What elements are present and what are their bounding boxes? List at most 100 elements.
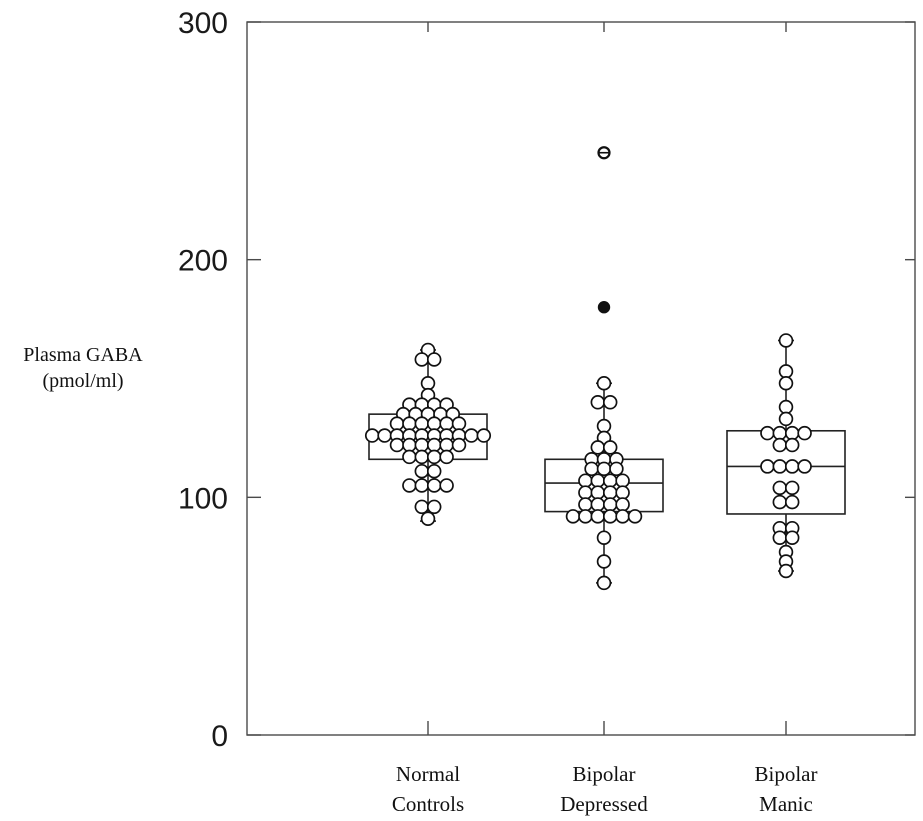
data-point bbox=[596, 418, 612, 434]
data-point bbox=[426, 449, 442, 465]
data-point bbox=[578, 473, 593, 488]
data-point bbox=[778, 399, 794, 415]
data-point bbox=[590, 473, 606, 488]
data-point bbox=[596, 530, 612, 545]
data-point bbox=[615, 497, 630, 512]
data-point bbox=[451, 437, 467, 453]
data-point bbox=[760, 425, 775, 441]
data-point bbox=[439, 478, 454, 493]
data-point bbox=[602, 497, 618, 512]
data-point bbox=[439, 449, 454, 465]
data-point bbox=[602, 509, 618, 524]
data-point bbox=[602, 473, 618, 488]
data-point bbox=[402, 449, 417, 465]
category-label: Normal bbox=[396, 762, 460, 786]
category-labels: Normal Controls Bipolar Depressed Bipolar Man… bbox=[392, 762, 818, 816]
data-point bbox=[596, 554, 612, 569]
data-point bbox=[772, 437, 788, 453]
data-point bbox=[426, 437, 442, 453]
data-point bbox=[590, 395, 606, 410]
data-point bbox=[426, 499, 442, 515]
data-point bbox=[464, 428, 479, 443]
data-point bbox=[590, 509, 606, 524]
data-point bbox=[402, 416, 417, 431]
data-point bbox=[784, 459, 800, 474]
data-point bbox=[414, 437, 430, 453]
data-point bbox=[602, 395, 618, 410]
category-label: Manic bbox=[759, 792, 813, 816]
data-point bbox=[414, 416, 430, 431]
data-point bbox=[778, 333, 794, 348]
category-label: Controls bbox=[392, 792, 464, 816]
plot-area-border bbox=[246, 21, 916, 736]
data-point bbox=[565, 509, 581, 524]
data-point bbox=[578, 485, 593, 500]
data-point bbox=[797, 459, 812, 474]
data-point bbox=[426, 463, 442, 479]
plot-frame bbox=[246, 21, 916, 736]
data-point bbox=[420, 511, 436, 526]
category-label: Depressed bbox=[560, 792, 648, 816]
data-point bbox=[364, 428, 380, 443]
data-point bbox=[590, 497, 606, 512]
data-point bbox=[426, 478, 442, 493]
data-point bbox=[439, 437, 454, 453]
data-point bbox=[414, 449, 430, 465]
data-point bbox=[389, 437, 405, 453]
data-point bbox=[414, 352, 430, 367]
data-point bbox=[778, 411, 794, 427]
data-point bbox=[627, 509, 643, 524]
y-tick-label: 0 bbox=[211, 720, 228, 753]
data-point bbox=[784, 530, 800, 545]
data-point bbox=[602, 440, 618, 455]
y-axis-label-line: Plasma GABA bbox=[23, 344, 143, 366]
data-point bbox=[596, 376, 612, 391]
data-point bbox=[590, 440, 606, 455]
category-label: Bipolar bbox=[755, 762, 818, 786]
data-point bbox=[778, 563, 794, 579]
data-point bbox=[772, 494, 788, 510]
points-layer bbox=[364, 333, 812, 591]
outlier-point bbox=[597, 301, 611, 314]
data-point bbox=[451, 416, 467, 431]
data-point bbox=[784, 437, 800, 453]
data-point bbox=[414, 463, 430, 479]
data-point bbox=[784, 494, 800, 510]
data-point bbox=[596, 575, 612, 591]
data-point bbox=[772, 480, 788, 496]
data-point bbox=[590, 485, 606, 500]
data-point bbox=[615, 509, 630, 524]
data-point bbox=[797, 425, 812, 441]
data-point bbox=[402, 437, 417, 453]
y-tick-label: 300 bbox=[178, 7, 228, 40]
y-tick-label: 100 bbox=[178, 482, 228, 515]
data-point bbox=[402, 478, 417, 493]
data-point bbox=[602, 485, 618, 500]
data-point bbox=[615, 485, 630, 500]
outliers-layer bbox=[597, 146, 611, 314]
data-point bbox=[426, 416, 442, 431]
x-axis bbox=[427, 22, 787, 735]
data-point bbox=[596, 461, 612, 477]
data-point bbox=[578, 509, 593, 524]
y-tick-label: 200 bbox=[178, 245, 228, 278]
category-label: Bipolar bbox=[573, 762, 636, 786]
data-point bbox=[784, 425, 800, 441]
data-point bbox=[778, 376, 794, 391]
y-axis-label: Plasma GABA (pmol/ml) bbox=[23, 344, 143, 392]
data-point bbox=[578, 497, 593, 512]
data-point bbox=[414, 478, 430, 493]
data-point bbox=[772, 425, 788, 441]
data-point bbox=[778, 364, 794, 379]
data-point bbox=[476, 428, 492, 443]
data-point bbox=[609, 461, 624, 477]
y-axis: 0 100 200 300 bbox=[178, 7, 915, 753]
data-point bbox=[772, 459, 788, 474]
data-point bbox=[426, 352, 442, 367]
data-point bbox=[772, 530, 788, 545]
y-axis-label-line: (pmol/ml) bbox=[42, 370, 123, 392]
data-point bbox=[389, 416, 405, 431]
data-point bbox=[584, 461, 599, 477]
data-point bbox=[784, 480, 800, 496]
